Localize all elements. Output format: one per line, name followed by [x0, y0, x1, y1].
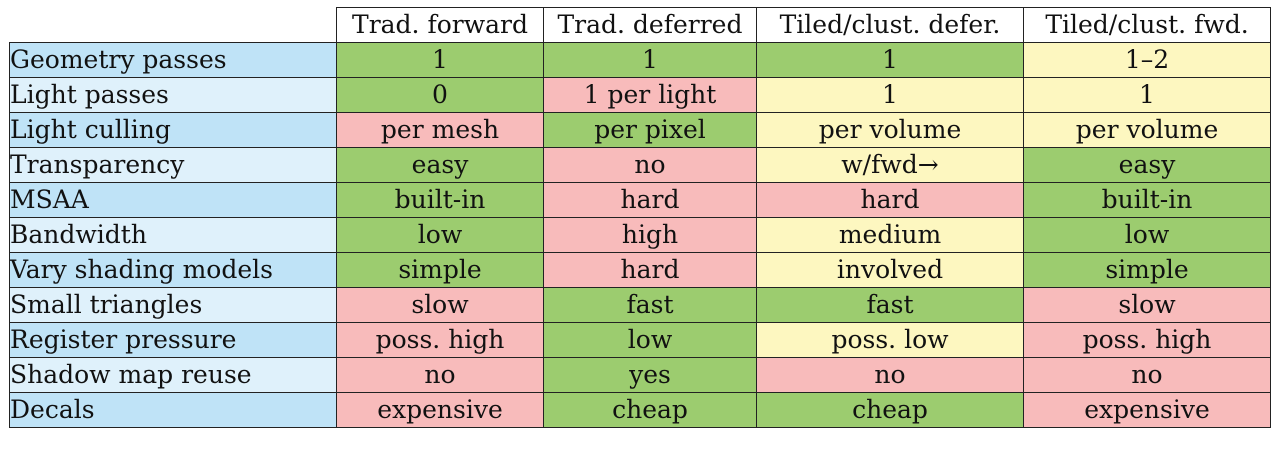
row-label: Light culling: [9, 112, 337, 148]
table-row: Register pressure poss. high low poss. low p…: [9, 322, 1271, 358]
cell-trad-deferred: 1: [543, 42, 757, 78]
row-label: Geometry passes: [9, 42, 337, 78]
table-row: Small triangles slow fast fast slow: [9, 287, 1271, 323]
cell-trad-forward: per mesh: [336, 112, 544, 148]
cell-tiled-clustered-deferred: w/fwd→: [756, 147, 1024, 183]
cell-tiled-clustered-forward: 1–2: [1023, 42, 1271, 78]
column-header-tiled-clustered-deferred: Tiled/clust. defer.: [756, 7, 1024, 43]
cell-trad-forward: poss. high: [336, 322, 544, 358]
cell-trad-forward: built-in: [336, 182, 544, 218]
column-header-trad-forward: Trad. forward: [336, 7, 544, 43]
row-label: Register pressure: [9, 322, 337, 358]
cell-trad-deferred: fast: [543, 287, 757, 323]
cell-trad-forward: slow: [336, 287, 544, 323]
row-label: Small triangles: [9, 287, 337, 323]
cell-trad-deferred: low: [543, 322, 757, 358]
cell-trad-forward: no: [336, 357, 544, 393]
table-row: Bandwidth low high medium low: [9, 217, 1271, 253]
cell-trad-forward: low: [336, 217, 544, 253]
cell-tiled-clustered-forward: poss. high: [1023, 322, 1271, 358]
cell-trad-forward: simple: [336, 252, 544, 288]
cell-tiled-clustered-deferred: medium: [756, 217, 1024, 253]
cell-tiled-clustered-deferred: no: [756, 357, 1024, 393]
table-row: Decals expensive cheap cheap expensive: [9, 392, 1271, 428]
table-row: Light culling per mesh per pixel per volume…: [9, 112, 1271, 148]
row-label: Vary shading models: [9, 252, 337, 288]
cell-trad-deferred: no: [543, 147, 757, 183]
cell-tiled-clustered-forward: no: [1023, 357, 1271, 393]
cell-tiled-clustered-forward: simple: [1023, 252, 1271, 288]
cell-tiled-clustered-forward: per volume: [1023, 112, 1271, 148]
table-row: Geometry passes 1 1 1 1–2: [9, 42, 1271, 78]
column-header-tiled-clustered-forward: Tiled/clust. fwd.: [1023, 7, 1271, 43]
row-label: Light passes: [9, 77, 337, 113]
cell-trad-forward: expensive: [336, 392, 544, 428]
cell-trad-deferred: cheap: [543, 392, 757, 428]
row-label: MSAA: [9, 182, 337, 218]
cell-tiled-clustered-deferred: poss. low: [756, 322, 1024, 358]
cell-trad-deferred: 1 per light: [543, 77, 757, 113]
cell-tiled-clustered-forward: slow: [1023, 287, 1271, 323]
row-label: Decals: [9, 392, 337, 428]
cell-tiled-clustered-deferred: hard: [756, 182, 1024, 218]
cell-tiled-clustered-forward: built-in: [1023, 182, 1271, 218]
cell-tiled-clustered-forward: low: [1023, 217, 1271, 253]
cell-tiled-clustered-deferred: cheap: [756, 392, 1024, 428]
cell-tiled-clustered-deferred: fast: [756, 287, 1024, 323]
cell-trad-deferred: hard: [543, 182, 757, 218]
header-row: Trad. forward Trad. deferred Tiled/clust…: [9, 7, 1271, 43]
cell-trad-forward: 0: [336, 77, 544, 113]
comparison-table: Trad. forward Trad. deferred Tiled/clust…: [9, 7, 1271, 428]
cell-trad-forward: 1: [336, 42, 544, 78]
table-row: Light passes 0 1 per light 1 1: [9, 77, 1271, 113]
table-row: Transparency easy no w/fwd→ easy: [9, 147, 1271, 183]
corner-cell: [9, 7, 337, 43]
cell-tiled-clustered-deferred: 1: [756, 77, 1024, 113]
cell-trad-deferred: yes: [543, 357, 757, 393]
table-row: MSAA built-in hard hard built-in: [9, 182, 1271, 218]
table-row: Shadow map reuse no yes no no: [9, 357, 1271, 393]
cell-tiled-clustered-deferred: 1: [756, 42, 1024, 78]
row-label: Transparency: [9, 147, 337, 183]
cell-tiled-clustered-forward: easy: [1023, 147, 1271, 183]
column-header-trad-deferred: Trad. deferred: [543, 7, 757, 43]
cell-tiled-clustered-deferred: per volume: [756, 112, 1024, 148]
cell-trad-deferred: hard: [543, 252, 757, 288]
row-label: Bandwidth: [9, 217, 337, 253]
table-row: Vary shading models simple hard involved sim…: [9, 252, 1271, 288]
cell-tiled-clustered-forward: 1: [1023, 77, 1271, 113]
cell-trad-forward: easy: [336, 147, 544, 183]
cell-trad-deferred: high: [543, 217, 757, 253]
table-body: Geometry passes 1 1 1 1–2 Light passes 0 1 per …: [9, 42, 1271, 428]
cell-tiled-clustered-forward: expensive: [1023, 392, 1271, 428]
row-label: Shadow map reuse: [9, 357, 337, 393]
cell-trad-deferred: per pixel: [543, 112, 757, 148]
cell-tiled-clustered-deferred: involved: [756, 252, 1024, 288]
